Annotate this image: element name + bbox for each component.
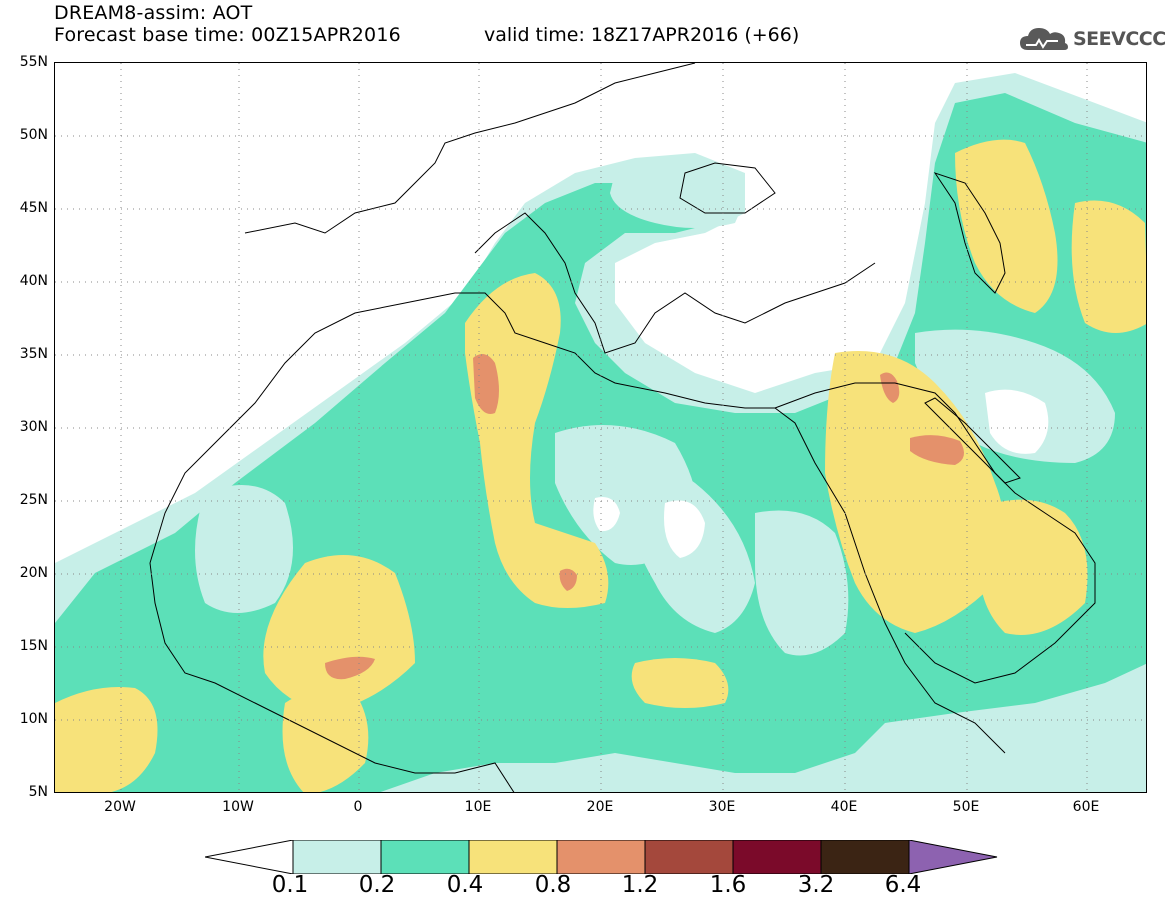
lon-label-20w: 20W — [104, 799, 136, 815]
lon-label-10w: 10W — [222, 799, 254, 815]
colorbar-swatch-4 — [556, 840, 646, 874]
base-time: Forecast base time: 00Z15APR2016 — [54, 24, 401, 46]
colorbar — [205, 840, 998, 874]
aot-region-25 — [910, 435, 964, 465]
lat-label-30n: 30N — [19, 419, 48, 435]
graticule — [55, 63, 1146, 792]
aot-region-11 — [593, 497, 620, 532]
colorbar-swatch-7 — [820, 840, 910, 874]
colorbar-label-3.2: 3.2 — [797, 872, 835, 898]
lat-label-55n: 55N — [19, 54, 48, 70]
colorbar-swatch-1 — [292, 840, 382, 874]
map-header: DREAM8-assim: AOT Forecast base time: 00… — [54, 2, 401, 46]
aot-region-07 — [755, 510, 849, 656]
colorbar-swatch-8 — [908, 840, 998, 874]
model-title: DREAM8-assim: AOT — [54, 2, 253, 24]
aot-region-03 — [195, 485, 293, 613]
aot-region-24 — [880, 372, 900, 403]
aot-region-08 — [610, 165, 741, 228]
valid-time: valid time: 18Z17APR2016 (+66) — [484, 24, 800, 46]
coastline-black-sea — [679, 162, 776, 214]
colorbar-label-0.8: 0.8 — [534, 872, 572, 898]
coastline-iberia-europe — [244, 63, 696, 234]
cloud-icon — [1020, 28, 1068, 50]
lat-label-25n: 25N — [19, 492, 48, 508]
lon-label-30e: 30E — [708, 799, 736, 815]
lat-label-50n: 50N — [19, 127, 48, 143]
lat-label-20n: 20N — [19, 565, 48, 581]
lon-label-50e: 50E — [952, 799, 980, 815]
coastline-persian-gulf — [924, 397, 1021, 484]
lat-label-15n: 15N — [19, 638, 48, 654]
colorbar-swatch-6 — [732, 840, 822, 874]
map-canvas — [55, 63, 1146, 792]
aot-region-13 — [263, 555, 415, 713]
aot-region-14 — [55, 687, 158, 792]
aot-region-17 — [825, 351, 1005, 633]
seevccc-logo: SEEVCCC — [1018, 22, 1165, 56]
lat-label-45n: 45N — [19, 200, 48, 216]
lon-label-20e: 20E — [586, 799, 614, 815]
lon-label-10e: 10E — [464, 799, 492, 815]
colorbar-swatch-3 — [468, 840, 558, 874]
aot-region-23 — [325, 656, 375, 680]
coastline-africa-south — [149, 562, 515, 792]
colorbar-label-6.4: 6.4 — [884, 872, 922, 898]
colorbar-label-1.2: 1.2 — [621, 872, 659, 898]
colorbar-swatch-5 — [644, 840, 734, 874]
colorbar-label-0.2: 0.2 — [358, 872, 396, 898]
colorbar-label-0.4: 0.4 — [446, 872, 484, 898]
lon-label-60e: 60E — [1072, 799, 1100, 815]
aot-region-12 — [465, 273, 609, 608]
aot-region-16 — [631, 658, 729, 708]
colorbar-swatch-2 — [380, 840, 470, 874]
aot-region-18 — [955, 139, 1058, 313]
lat-label-10n: 10N — [19, 711, 48, 727]
coastline-africa-west — [149, 292, 1006, 754]
aot-map — [54, 62, 1147, 793]
lat-label-40n: 40N — [19, 273, 48, 289]
lat-label-35n: 35N — [19, 346, 48, 362]
coastline-italy-balkans — [474, 212, 876, 354]
aot-region-19 — [1071, 200, 1146, 333]
coastlines — [149, 63, 1096, 792]
aot-region-20 — [979, 499, 1088, 635]
colorbar-swatches — [205, 840, 998, 874]
aot-region-15 — [282, 689, 369, 792]
colorbar-swatch-0 — [205, 840, 294, 874]
coastline-caspian — [933, 172, 1006, 294]
logo-text: SEEVCCC — [1073, 28, 1165, 50]
aot-region-22 — [559, 568, 577, 591]
aot-region-10 — [664, 500, 705, 558]
coastline-arabia — [774, 382, 1096, 684]
colorbar-label-0.1: 0.1 — [271, 872, 309, 898]
lon-label-0: 0 — [353, 799, 363, 815]
aot-region-09 — [985, 389, 1049, 454]
lat-label-5n: 5N — [28, 784, 48, 800]
colorbar-label-1.6: 1.6 — [709, 872, 747, 898]
lon-label-40e: 40E — [830, 799, 858, 815]
